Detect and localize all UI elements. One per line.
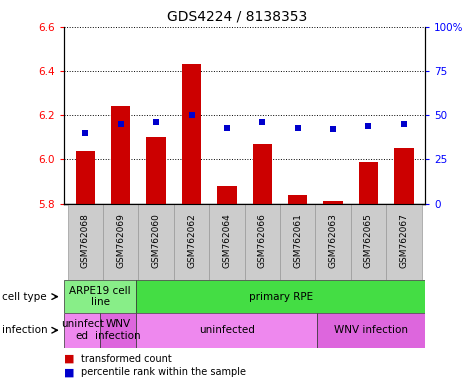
Bar	[111, 106, 131, 204]
Text: GDS4224 / 8138353: GDS4224 / 8138353	[167, 10, 308, 23]
Bar	[100, 313, 136, 348]
Text: GSM762066: GSM762066	[258, 213, 267, 268]
Text: GSM762062: GSM762062	[187, 213, 196, 268]
Point	[82, 130, 89, 136]
Text: transformed count: transformed count	[81, 354, 171, 364]
Bar	[182, 65, 201, 204]
Text: GSM762068: GSM762068	[81, 213, 90, 268]
Bar	[138, 204, 174, 280]
Bar	[146, 137, 166, 204]
Text: percentile rank within the sample: percentile rank within the sample	[81, 367, 246, 377]
Text: GSM762060: GSM762060	[152, 213, 161, 268]
Bar	[217, 186, 237, 204]
Point	[329, 126, 337, 132]
Bar	[351, 204, 386, 280]
Text: WNV
infection: WNV infection	[95, 319, 141, 341]
Text: WNV infection: WNV infection	[334, 325, 408, 335]
Bar	[174, 204, 209, 280]
Text: GSM762065: GSM762065	[364, 213, 373, 268]
Text: ■: ■	[64, 367, 75, 377]
Bar	[103, 204, 138, 280]
Bar	[76, 151, 95, 204]
Text: GSM762063: GSM762063	[329, 213, 338, 268]
Bar	[136, 280, 425, 313]
Text: GSM762061: GSM762061	[293, 213, 302, 268]
Bar	[253, 144, 272, 204]
Bar	[64, 313, 100, 348]
Point	[365, 123, 372, 129]
Text: uninfected: uninfected	[199, 325, 255, 335]
Bar	[64, 280, 136, 313]
Bar	[245, 204, 280, 280]
Point	[294, 124, 302, 131]
Point	[223, 124, 231, 131]
Bar	[280, 204, 315, 280]
Text: cell type: cell type	[2, 291, 47, 302]
Bar	[394, 148, 414, 204]
Bar	[386, 204, 422, 280]
Point	[117, 121, 124, 127]
Bar	[136, 313, 317, 348]
Bar	[288, 195, 307, 204]
Bar	[317, 313, 425, 348]
Point	[400, 121, 408, 127]
Text: GSM762067: GSM762067	[399, 213, 408, 268]
Text: GSM762064: GSM762064	[222, 213, 231, 268]
Point	[188, 112, 195, 118]
Point	[258, 119, 266, 125]
Bar	[359, 162, 378, 204]
Bar	[323, 201, 343, 204]
Bar	[315, 204, 351, 280]
Text: uninfect
ed: uninfect ed	[61, 319, 104, 341]
Bar	[209, 204, 245, 280]
Text: ■: ■	[64, 354, 75, 364]
Bar	[67, 204, 103, 280]
Text: infection: infection	[2, 325, 48, 335]
Text: ARPE19 cell
line: ARPE19 cell line	[69, 286, 131, 308]
Point	[152, 119, 160, 125]
Text: GSM762069: GSM762069	[116, 213, 125, 268]
Text: primary RPE: primary RPE	[249, 291, 313, 302]
